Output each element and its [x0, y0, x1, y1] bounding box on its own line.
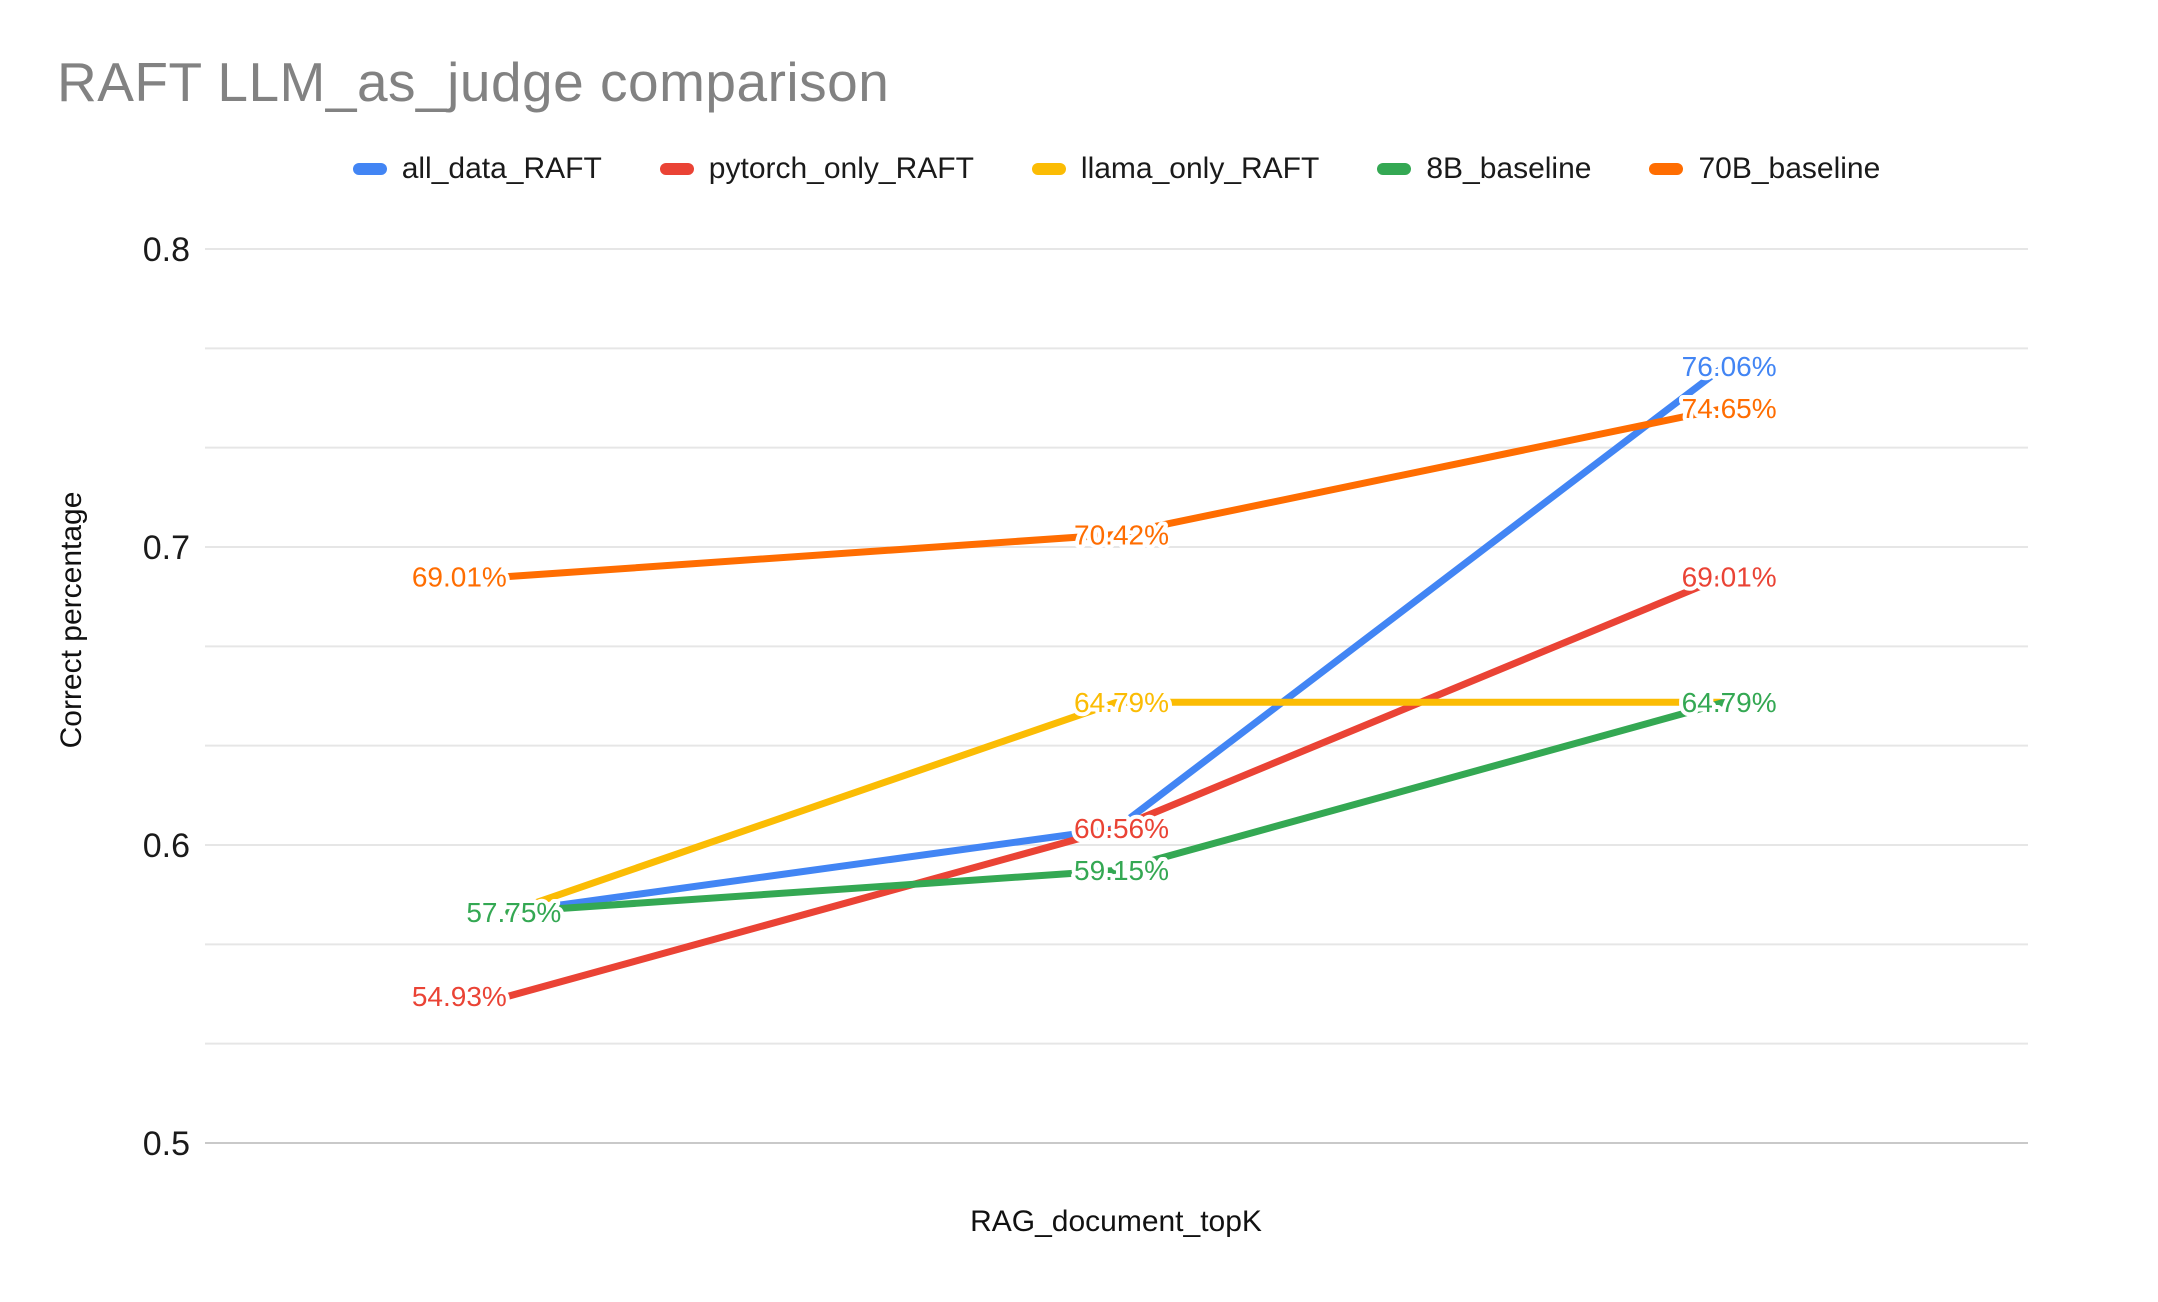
- x-axis-title: RAG_document_topK: [970, 1205, 1262, 1238]
- legend-swatch-icon: [1377, 163, 1412, 175]
- y-tick-label: 0.5: [143, 1125, 190, 1163]
- legend-label: llama_only_RAFT: [1080, 152, 1320, 185]
- series-line-pytorch_only_RAFT: [505, 573, 1728, 1000]
- legend-item-pytorch_only_RAFT: pytorch_only_RAFT: [659, 152, 974, 186]
- series-line-8B_baseline: [505, 698, 1728, 916]
- data-label-8B_baseline: 64.79%: [1682, 687, 1777, 718]
- legend-item-8B_baseline: 8B_baseline: [1377, 152, 1591, 186]
- legend: all_data_RAFT pytorch_only_RAFT llama_only…: [205, 152, 2028, 186]
- legend-item-all_data_RAFT: all_data_RAFT: [352, 152, 602, 186]
- data-label-llama_only_RAFT: 64.79%: [1074, 687, 1169, 718]
- legend-item-llama_only_RAFT: llama_only_RAFT: [1031, 152, 1320, 186]
- series-line-llama_only_RAFT: [505, 698, 1728, 916]
- data-label-pytorch_only_RAFT: 54.93%: [412, 981, 507, 1012]
- y-tick-label: 0.6: [143, 827, 190, 865]
- legend-swatch-icon: [1649, 163, 1684, 175]
- legend-swatch-icon: [352, 163, 387, 175]
- legend-swatch-icon: [659, 163, 694, 175]
- y-axis-title: Correct percentage: [55, 491, 88, 749]
- data-label-8B_baseline: 59.15%: [1074, 855, 1169, 886]
- legend-label: all_data_RAFT: [401, 152, 602, 185]
- data-label-70B_baseline: 74.65%: [1682, 393, 1777, 424]
- data-label-pytorch_only_RAFT: 60.56%: [1074, 813, 1169, 844]
- data-label-70B_baseline: 69.01%: [412, 561, 507, 592]
- data-label-all_data_RAFT: 76.06%: [1682, 351, 1777, 382]
- data-label-70B_baseline: 70.42%: [1074, 519, 1169, 550]
- y-tick-label: 0.7: [143, 529, 190, 567]
- legend-label: pytorch_only_RAFT: [708, 152, 974, 185]
- y-tick-label: 0.8: [143, 231, 190, 269]
- legend-label: 8B_baseline: [1426, 152, 1592, 185]
- legend-item-70B_baseline: 70B_baseline: [1649, 152, 1880, 186]
- chart-title: RAFT LLM_as_judge comparison: [57, 51, 890, 113]
- data-label-8B_baseline: 57.75%: [466, 897, 561, 928]
- data-label-pytorch_only_RAFT: 69.01%: [1682, 561, 1777, 592]
- legend-swatch-icon: [1031, 163, 1066, 175]
- series-line-70B_baseline: [505, 404, 1728, 581]
- legend-label: 70B_baseline: [1698, 152, 1881, 185]
